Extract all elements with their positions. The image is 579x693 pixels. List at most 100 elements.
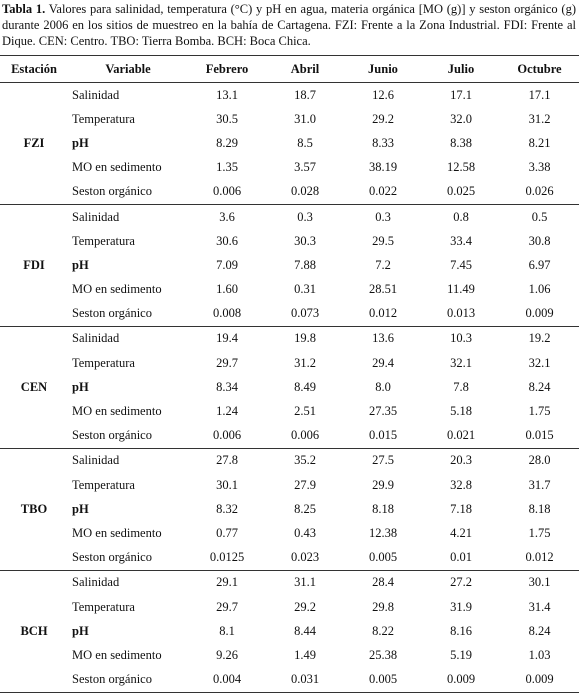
value-cell: 0.006 (188, 179, 266, 205)
value-cell: 0.43 (294, 525, 316, 540)
value-cell: 8.16 (450, 623, 472, 638)
table-row: CEN Salinidad 19.4 19.8 13.6 10.3 19.2 (0, 325, 579, 449)
value-cell: 20.3 (422, 447, 500, 473)
value-cell: 8.29 (216, 135, 238, 150)
value-cell: 0.005 (344, 667, 422, 693)
value-cell: 8.18 (528, 501, 551, 516)
value-cell: 17.1 (422, 82, 500, 108)
value-cell: 31.0 (294, 111, 316, 126)
station-cell: BCH (0, 569, 68, 693)
value-cell: 27.9 (294, 477, 316, 492)
value-cell: 2.51 (294, 404, 316, 419)
value-cell: 25.38 (368, 647, 398, 662)
value-cell: 28.0 (500, 447, 579, 473)
value-cell: 31.1 (266, 569, 344, 595)
table-row: Seston orgánico 0.006 0.006 0.015 0.021 0.015 (0, 423, 579, 449)
caption-label: Tabla 1. (2, 2, 46, 16)
value-cell: 28.4 (344, 569, 422, 595)
value-cell: 0.031 (266, 667, 344, 693)
value-cell: 30.8 (528, 233, 551, 248)
value-cell: 32.8 (450, 477, 472, 492)
value-cell: 0.015 (500, 423, 579, 449)
value-cell: 29.2 (372, 111, 394, 126)
variable-cell: MO en sedimento (72, 525, 162, 540)
value-cell: 5.18 (450, 404, 472, 419)
variable-cell: pH (72, 379, 89, 394)
value-cell: 0.77 (216, 525, 238, 540)
column-header: Variable (68, 55, 188, 83)
value-cell: 30.1 (500, 569, 579, 595)
column-header: Estación (0, 55, 68, 83)
value-cell: 32.0 (450, 111, 472, 126)
value-cell: 8.33 (372, 135, 394, 150)
value-cell: 5.19 (450, 647, 472, 662)
table-row: Temperatura 30.1 27.9 29.9 32.8 31.7 (0, 473, 579, 497)
value-cell: 0.008 (188, 301, 266, 327)
value-cell: 30.6 (216, 233, 238, 248)
value-cell: 7.18 (450, 501, 472, 516)
value-cell: 7.09 (216, 257, 238, 272)
value-cell: 0.004 (188, 667, 266, 693)
value-cell: 32.1 (528, 355, 551, 370)
table-row: Temperatura 29.7 29.2 29.8 31.9 31.4 (0, 595, 579, 619)
value-cell: 1.03 (528, 647, 551, 662)
value-cell: 19.2 (500, 325, 579, 352)
caption: Tabla 1. Valores para salinidad, tempera… (2, 1, 576, 49)
value-cell: 1.35 (216, 160, 238, 175)
value-cell: 19.8 (266, 325, 344, 352)
value-cell: 29.4 (372, 355, 394, 370)
value-cell: 0.009 (422, 667, 500, 693)
variable-cell: Salinidad (68, 82, 188, 108)
value-cell: 28.51 (368, 282, 398, 297)
value-cell: 31.2 (294, 355, 316, 370)
value-cell: 0.01 (422, 545, 500, 571)
table-row: pH 8.29 8.5 8.33 8.38 8.21 (0, 131, 579, 155)
value-cell: 27.8 (188, 447, 266, 473)
value-cell: 0.31 (294, 282, 316, 297)
value-cell: 1.06 (528, 282, 551, 297)
table-row: pH 7.09 7.88 7.2 7.45 6.97 (0, 253, 579, 277)
value-cell: 29.2 (294, 599, 316, 614)
value-cell: 32.1 (450, 355, 472, 370)
value-cell: 7.88 (294, 257, 316, 272)
variable-cell: Temperatura (72, 111, 135, 126)
variable-cell: MO en sedimento (72, 282, 162, 297)
variable-cell: Temperatura (72, 233, 135, 248)
value-cell: 29.7 (216, 599, 238, 614)
column-header: Febrero (188, 55, 266, 83)
value-cell: 3.57 (294, 160, 316, 175)
value-cell: 12.58 (446, 160, 476, 175)
value-cell: 8.32 (216, 501, 238, 516)
value-cell: 1.60 (216, 282, 238, 297)
value-cell: 7.8 (453, 379, 469, 394)
table-body: FZI Salinidad 13.1 18.7 12.6 17.1 17.1 Temperat… (0, 82, 579, 693)
table-row: Seston orgánico 0.0125 0.023 0.005 0.01 0.012 (0, 545, 579, 571)
variable-cell: Temperatura (72, 355, 135, 370)
table-row: TBO Salinidad 27.8 35.2 27.5 20.3 28.0 (0, 447, 579, 571)
station-cell: TBO (0, 447, 68, 571)
value-cell: 18.7 (266, 82, 344, 108)
column-header: Julio (422, 55, 500, 83)
value-cell: 3.6 (188, 203, 266, 230)
value-cell: 19.4 (188, 325, 266, 352)
value-cell: 0.073 (266, 301, 344, 327)
value-cell: 0.5 (500, 203, 579, 230)
table-row: Temperatura 30.5 31.0 29.2 32.0 31.2 (0, 107, 579, 131)
data-table: Estación Variable Febrero Abril Junio Julio Oc… (0, 55, 579, 693)
variable-cell: Salinidad (68, 325, 188, 352)
value-cell: 1.75 (528, 525, 551, 540)
value-cell: 29.8 (372, 599, 394, 614)
value-cell: 31.7 (528, 477, 551, 492)
value-cell: 12.38 (368, 525, 398, 540)
value-cell: 29.7 (216, 355, 238, 370)
value-cell: 0.021 (422, 423, 500, 449)
value-cell: 29.1 (188, 569, 266, 595)
value-cell: 0.006 (266, 423, 344, 449)
table-row: MO en sedimento 1.35 3.57 38.19 12.58 3.38 (0, 156, 579, 180)
column-header: Junio (344, 55, 422, 83)
value-cell: 11.49 (447, 282, 475, 297)
value-cell: 27.5 (344, 447, 422, 473)
value-cell: 1.75 (528, 404, 551, 419)
variable-cell: MO en sedimento (72, 404, 162, 419)
